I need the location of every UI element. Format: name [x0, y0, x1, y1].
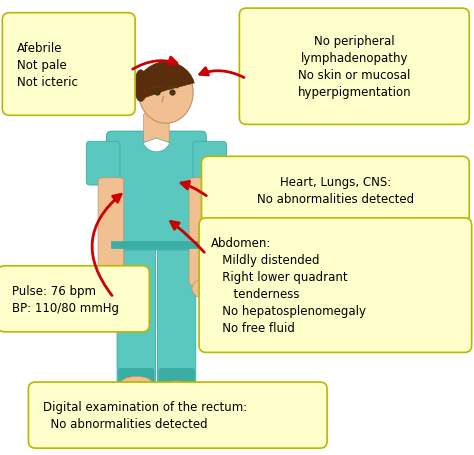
FancyBboxPatch shape — [28, 382, 327, 448]
FancyBboxPatch shape — [0, 266, 149, 332]
FancyBboxPatch shape — [239, 9, 469, 125]
Wedge shape — [137, 63, 194, 101]
Bar — [111, 241, 201, 248]
Ellipse shape — [134, 71, 147, 102]
FancyBboxPatch shape — [117, 240, 155, 384]
Text: Pulse: 76 bpm
BP: 110/80 mmHg: Pulse: 76 bpm BP: 110/80 mmHg — [12, 284, 119, 314]
FancyBboxPatch shape — [98, 178, 124, 286]
FancyBboxPatch shape — [86, 142, 120, 186]
Ellipse shape — [192, 280, 212, 298]
Text: No peripheral
lymphadenopathy
No skin or mucosal
hyperpigmentation: No peripheral lymphadenopathy No skin or… — [298, 35, 411, 99]
Text: Digital examination of the rectum:
  No abnormalities detected: Digital examination of the rectum: No ab… — [43, 400, 247, 430]
FancyBboxPatch shape — [144, 114, 169, 143]
Ellipse shape — [136, 88, 144, 100]
FancyBboxPatch shape — [118, 369, 154, 387]
FancyBboxPatch shape — [107, 132, 206, 250]
Text: Heart, Lungs, CNS:
No abnormalities detected: Heart, Lungs, CNS: No abnormalities dete… — [257, 175, 414, 205]
FancyBboxPatch shape — [193, 142, 227, 186]
FancyBboxPatch shape — [2, 14, 135, 116]
Ellipse shape — [101, 275, 121, 293]
Ellipse shape — [160, 381, 193, 397]
FancyBboxPatch shape — [159, 369, 194, 387]
Text: Abdomen:
   Mildly distended
   Right lower quadrant
      tenderness
   No hepa: Abdomen: Mildly distended Right lower qu… — [211, 237, 366, 334]
FancyBboxPatch shape — [201, 157, 469, 223]
Ellipse shape — [138, 62, 193, 124]
FancyBboxPatch shape — [157, 240, 196, 384]
Text: Afebrile
Not pale
Not icteric: Afebrile Not pale Not icteric — [17, 41, 77, 89]
FancyBboxPatch shape — [189, 178, 215, 286]
Wedge shape — [143, 139, 170, 152]
FancyBboxPatch shape — [199, 218, 472, 353]
Ellipse shape — [120, 377, 153, 392]
